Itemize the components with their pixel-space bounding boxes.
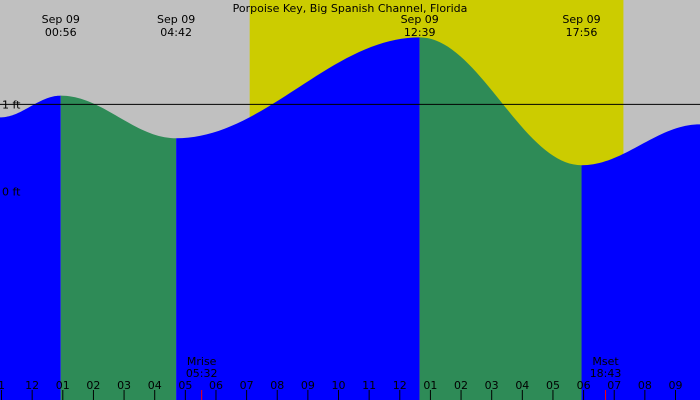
y-tick-label: 0 ft: [2, 185, 21, 198]
x-tick-label: 1: [0, 379, 5, 392]
event-time-label: 04:42: [160, 26, 192, 39]
x-tick-label: 11: [362, 379, 376, 392]
x-tick-label: 04: [148, 379, 162, 392]
event-date-label: Sep 09: [401, 13, 439, 26]
x-tick-label: 12: [393, 379, 407, 392]
moon-event-time: 18:43: [590, 367, 622, 380]
x-tick-label: 06: [209, 379, 223, 392]
x-tick-label: 02: [86, 379, 100, 392]
event-date-label: Sep 09: [157, 13, 195, 26]
x-tick-label: 10: [332, 379, 346, 392]
x-tick-label: 07: [607, 379, 621, 392]
x-tick-label: 01: [423, 379, 437, 392]
x-tick-label: 05: [178, 379, 192, 392]
event-time-label: 17:56: [566, 26, 598, 39]
moon-event-time: 05:32: [186, 367, 218, 380]
event-time-label: 12:39: [404, 26, 436, 39]
rising-tide-segment: [581, 124, 700, 400]
x-tick-label: 09: [668, 379, 682, 392]
x-tick-label: 07: [240, 379, 254, 392]
y-tick-label: 1 ft: [2, 98, 21, 111]
x-tick-label: 06: [577, 379, 591, 392]
x-tick-label: 04: [515, 379, 529, 392]
falling-tide-segment: [60, 95, 177, 400]
event-time-label: 00:56: [45, 26, 77, 39]
chart-title: Porpoise Key, Big Spanish Channel, Flori…: [233, 2, 468, 15]
x-tick-label: 03: [117, 379, 131, 392]
falling-tide-segment: [419, 37, 582, 400]
event-date-label: Sep 09: [42, 13, 80, 26]
x-tick-label: 05: [546, 379, 560, 392]
x-tick-label: 08: [638, 379, 652, 392]
x-tick-label: 03: [485, 379, 499, 392]
rising-tide-segment: [0, 95, 61, 400]
moon-event-label: Mrise: [187, 355, 217, 368]
x-tick-label: 12: [25, 379, 39, 392]
rising-tide-segment: [176, 37, 420, 400]
event-date-label: Sep 09: [562, 13, 600, 26]
x-tick-label: 09: [301, 379, 315, 392]
x-tick-label: 01: [56, 379, 70, 392]
x-tick-label: 08: [270, 379, 284, 392]
moon-event-label: Mset: [592, 355, 619, 368]
x-tick-label: 02: [454, 379, 468, 392]
